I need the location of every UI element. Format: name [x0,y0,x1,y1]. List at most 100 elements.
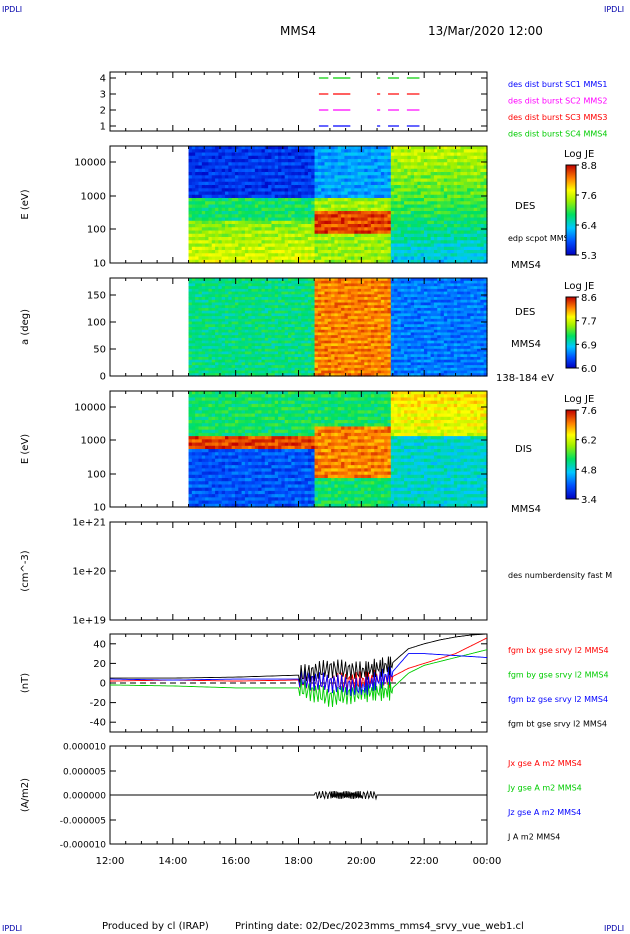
des-energy-cell [205,185,210,189]
des-energy-cell [281,246,286,251]
des-energy-cell [407,188,412,193]
des-energy-cell [394,237,399,241]
des-energy-cell [248,243,253,248]
des-energy-cell [447,243,452,248]
des-energy-cell [374,259,379,264]
des-energy-cell [317,246,322,251]
des-energy-cell [188,146,193,150]
des-energy-cell [284,155,289,160]
des-pitch-cell [238,294,243,298]
des-energy-cell [321,217,326,222]
des-pitch-cell [244,373,249,377]
des-energy-cell [473,237,478,241]
des-energy-cell [307,191,312,196]
des-energy-cell [297,243,302,248]
des-energy-cell [457,159,462,163]
des-energy-cell [294,188,299,193]
des-energy-cell [404,152,409,157]
des-energy-cell [254,146,259,150]
des-energy-cell [410,194,415,199]
des-pitch-cell [195,318,200,323]
des-pitch-cell [234,373,239,377]
des-energy-cell [231,168,236,173]
des-energy-cell [311,165,316,170]
des-energy-cell [321,178,326,183]
des-energy-cell [457,227,462,232]
des-energy-cell [377,201,382,206]
des-energy-cell [321,191,326,196]
des-energy-cell [274,204,279,209]
des-energy-cell [307,211,312,215]
des-energy-cell [440,227,445,232]
des-energy-cell [443,204,448,209]
des-energy-cell [414,159,418,163]
des-energy-cell [443,233,448,238]
des-energy-cell [311,259,316,264]
des-energy-cell [470,220,475,225]
des-energy-cell [374,204,379,209]
des-pitch-cell [201,302,206,306]
des-pitch-cell [251,346,256,350]
des-energy-cell [357,155,362,160]
des-energy-cell [453,220,458,225]
des-energy-cell [417,146,422,150]
des-pitch-cell [241,348,246,353]
des-energy-cell [470,211,475,215]
des-energy-cell [450,149,455,154]
des-pitch-cell [238,354,243,358]
des-energy-cell [218,188,223,193]
des-energy-cell [191,243,196,248]
des-energy-cell [473,168,478,173]
des-energy-cell [423,207,428,212]
des-energy-cell [228,214,233,219]
des-energy-cell [291,250,296,254]
des-pitch-cell [211,321,216,325]
des-energy-cell [311,168,316,173]
des-pitch-cell [251,337,256,342]
des-pitch-cell [234,321,239,325]
des-energy-cell [417,253,422,258]
des-pitch-cell [208,280,213,285]
des-energy-cell [477,198,481,202]
des-pitch-cell [188,367,193,372]
des-energy-cell [317,188,322,193]
des-energy-cell [244,243,249,248]
des-pitch-cell [248,370,253,374]
des-pitch-cell [195,294,200,298]
des-energy-cell [211,256,216,261]
des-pitch-cell [248,351,253,355]
des-energy-cell [321,230,326,235]
des-energy-cell [248,146,253,150]
des-pitch-cell [208,302,213,306]
des-pitch-cell [215,324,219,328]
des-energy-cell [463,175,468,180]
des-energy-cell [387,194,392,199]
des-energy-cell [450,237,455,241]
des-energy-cell [397,175,402,180]
des-energy-cell [301,233,306,238]
des-energy-cell [188,201,193,206]
des-pitch-cell [251,373,256,377]
des-energy-cell [370,162,375,167]
des-pitch-cell [238,321,243,325]
des-energy-cell [301,165,306,170]
des-energy-cell [453,185,458,189]
des-energy-cell [370,165,375,170]
des-energy-cell [261,246,266,251]
des-pitch-cell [251,278,256,282]
des-energy-cell [400,194,405,199]
des-energy-cell [427,198,432,202]
des-energy-cell [347,211,352,215]
des-energy-cell [423,253,428,258]
des-energy-cell [248,230,253,235]
des-energy-cell [301,250,306,254]
des-energy-cell [251,146,256,150]
des-energy-cell [480,191,485,196]
des-energy-cell [268,227,273,232]
des-energy-cell [284,146,289,150]
des-energy-cell [473,217,478,222]
des-energy-cell [387,185,392,189]
des-energy-cell [407,217,412,222]
des-energy-cell [234,240,239,245]
des-energy-cell [251,185,256,189]
